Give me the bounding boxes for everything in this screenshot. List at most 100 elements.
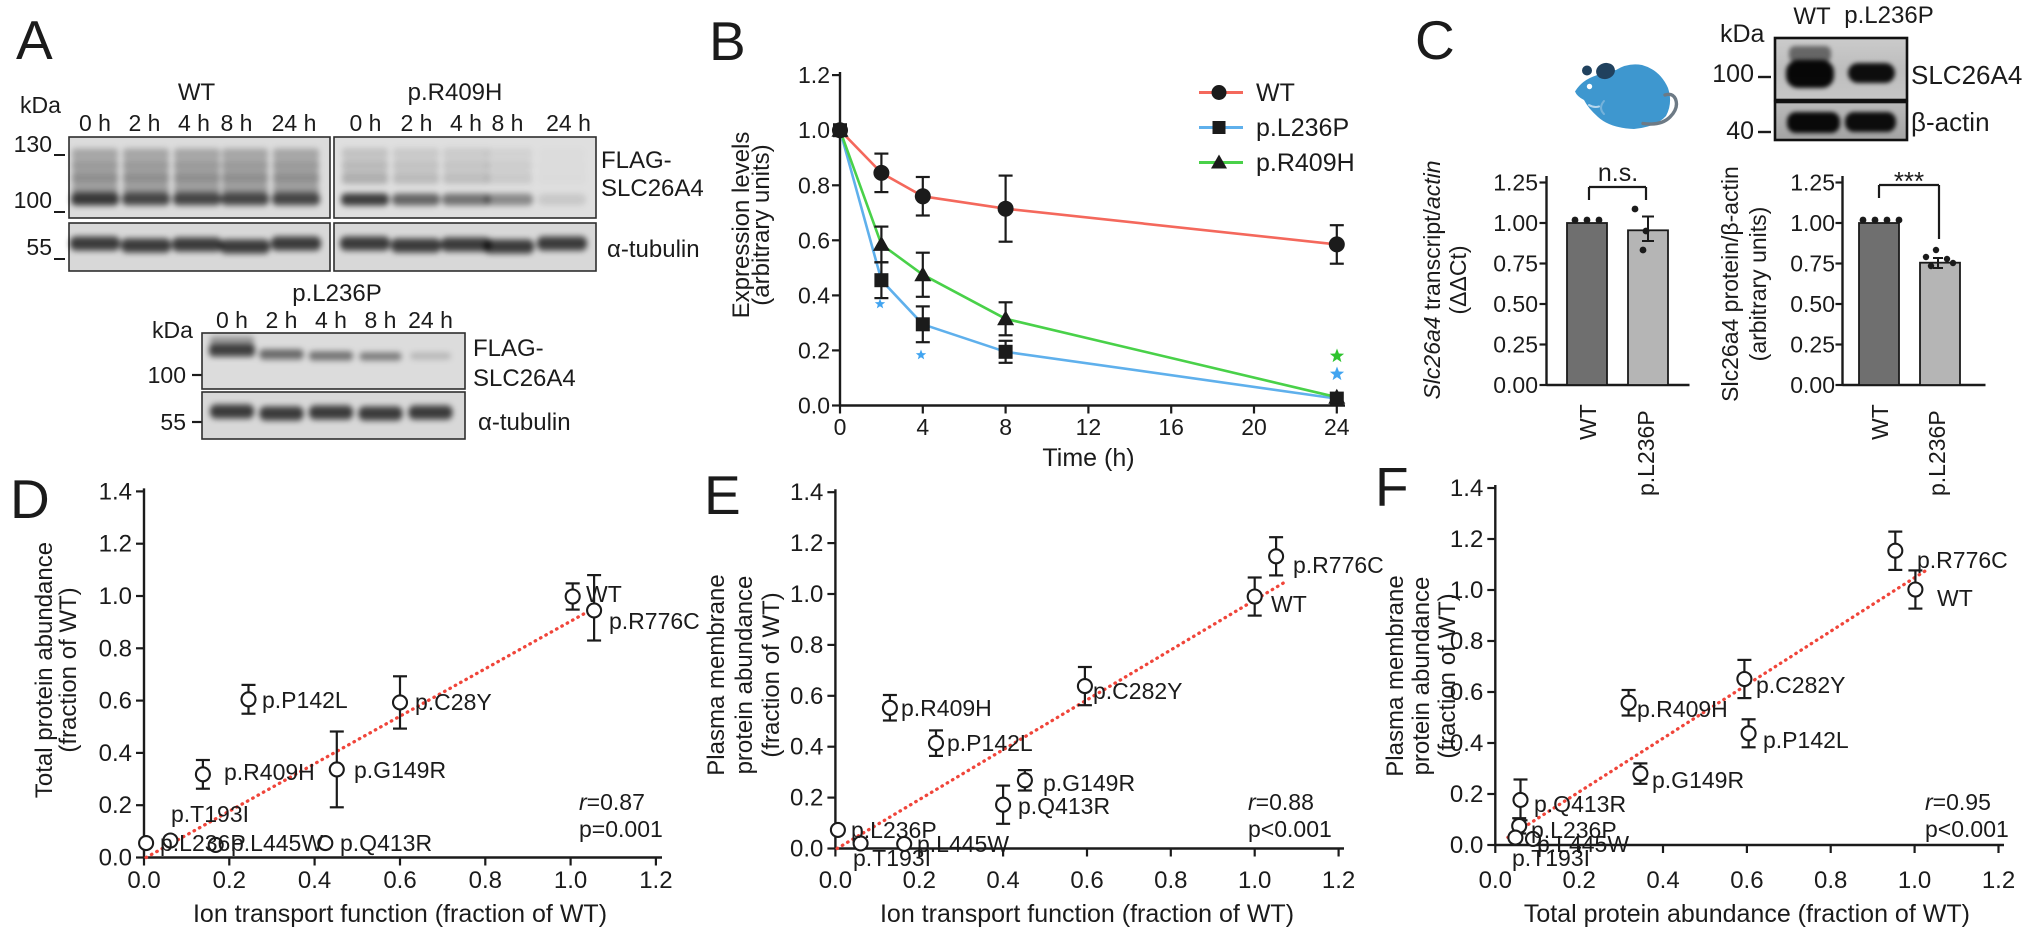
svg-text:4: 4 xyxy=(916,414,929,440)
svg-text:100: 100 xyxy=(148,362,186,388)
svg-text:p.L236P: p.L236P xyxy=(1844,2,1933,29)
svg-text:1.0: 1.0 xyxy=(1450,577,1483,604)
svg-text:(fraction of WT): (fraction of WT) xyxy=(758,592,785,757)
svg-text:SLC26A4: SLC26A4 xyxy=(601,175,704,202)
svg-text:p.P142L: p.P142L xyxy=(1763,727,1849,753)
svg-text:0.2: 0.2 xyxy=(1563,867,1596,894)
svg-text:0.8: 0.8 xyxy=(1814,867,1847,894)
svg-text:2 h: 2 h xyxy=(401,110,433,136)
svg-text:(arbitrary units): (arbitrary units) xyxy=(748,144,775,305)
svg-text:A: A xyxy=(16,9,53,71)
svg-text:1.00: 1.00 xyxy=(1493,210,1538,236)
svg-text:FLAG-: FLAG- xyxy=(473,335,544,362)
svg-text:p.R409H: p.R409H xyxy=(224,759,315,785)
svg-text:Expression levels: Expression levels xyxy=(728,132,755,319)
svg-text:WT: WT xyxy=(1575,404,1601,440)
svg-text:p.R409H: p.R409H xyxy=(1637,696,1728,722)
svg-text:p.G149R: p.G149R xyxy=(354,757,446,783)
svg-text:0.25: 0.25 xyxy=(1790,332,1835,358)
svg-text:8 h: 8 h xyxy=(221,110,253,136)
svg-text:p.L236P: p.L236P xyxy=(292,280,381,307)
svg-text:0.0: 0.0 xyxy=(99,845,132,872)
svg-text:100: 100 xyxy=(14,187,52,213)
svg-text:protein abundance: protein abundance xyxy=(731,576,758,775)
svg-text:p.C282Y: p.C282Y xyxy=(1756,672,1846,698)
svg-text:0.8: 0.8 xyxy=(1154,867,1187,894)
svg-text:SLC26A4: SLC26A4 xyxy=(473,365,576,392)
svg-text:p.R409H: p.R409H xyxy=(1256,149,1355,177)
svg-text:0 h: 0 h xyxy=(79,110,111,136)
svg-text:n.s.: n.s. xyxy=(1598,159,1638,187)
svg-text:8: 8 xyxy=(999,414,1012,440)
svg-text:p.L236P: p.L236P xyxy=(1924,410,1950,496)
svg-text:p.R409H: p.R409H xyxy=(408,79,503,106)
svg-text:0 h: 0 h xyxy=(216,307,248,333)
svg-text:p.R776C: p.R776C xyxy=(1293,552,1384,578)
svg-text:0.0: 0.0 xyxy=(1450,832,1483,859)
svg-text:0.8: 0.8 xyxy=(99,635,132,662)
svg-text:Total protein abundance (fract: Total protein abundance (fraction of WT) xyxy=(1524,900,1970,928)
svg-text:1.0: 1.0 xyxy=(1238,867,1271,894)
svg-text:0.8: 0.8 xyxy=(1450,628,1483,655)
svg-text:p.R409H: p.R409H xyxy=(901,695,992,721)
svg-text:p.L236P: p.L236P xyxy=(160,830,246,856)
svg-text:0.4: 0.4 xyxy=(298,867,331,894)
svg-text:p.Q413R: p.Q413R xyxy=(1018,793,1110,819)
svg-text:p.T193I: p.T193I xyxy=(1512,845,1590,871)
svg-text:0.50: 0.50 xyxy=(1493,291,1538,317)
svg-text:p.L445W: p.L445W xyxy=(1537,831,1629,857)
svg-text:p.G149R: p.G149R xyxy=(1043,770,1135,796)
svg-text:0.4: 0.4 xyxy=(986,867,1019,894)
svg-text:0.2: 0.2 xyxy=(798,337,830,363)
svg-text:24: 24 xyxy=(1324,414,1350,440)
svg-text:(ΔΔCt): (ΔΔCt) xyxy=(1445,245,1471,314)
svg-text:p.Q413R: p.Q413R xyxy=(1534,791,1626,817)
svg-text:0.2: 0.2 xyxy=(903,867,936,894)
svg-text:p.C282Y: p.C282Y xyxy=(1093,678,1183,704)
svg-text:1.2: 1.2 xyxy=(99,531,132,558)
svg-text:0.8: 0.8 xyxy=(469,867,502,894)
svg-text:C: C xyxy=(1415,9,1455,71)
svg-text:24 h: 24 h xyxy=(272,110,317,136)
svg-text:F: F xyxy=(1375,456,1409,518)
svg-text:0.2: 0.2 xyxy=(1450,781,1483,808)
svg-text:1.2: 1.2 xyxy=(639,867,672,894)
svg-text:0.8: 0.8 xyxy=(790,632,823,659)
svg-text:0.6: 0.6 xyxy=(99,688,132,715)
svg-text:p.L236P: p.L236P xyxy=(1256,114,1349,142)
svg-text:r=0.95: r=0.95 xyxy=(1925,789,1991,815)
svg-text:0.4: 0.4 xyxy=(99,740,132,767)
svg-text:r=0.88: r=0.88 xyxy=(1248,789,1314,815)
svg-text:p.Q413R: p.Q413R xyxy=(340,830,432,856)
svg-text:0 h: 0 h xyxy=(350,110,382,136)
svg-text:1.2: 1.2 xyxy=(1450,526,1483,553)
svg-text:0.25: 0.25 xyxy=(1493,332,1538,358)
svg-text:12: 12 xyxy=(1076,414,1102,440)
svg-text:p.L236P: p.L236P xyxy=(1531,817,1617,843)
svg-text:WT: WT xyxy=(586,581,622,607)
svg-text:1.0: 1.0 xyxy=(798,117,830,143)
svg-text:24 h: 24 h xyxy=(546,110,591,136)
svg-text:1.4: 1.4 xyxy=(1450,475,1483,502)
svg-text:SLC26A4: SLC26A4 xyxy=(1911,60,2022,90)
svg-text:p.R776C: p.R776C xyxy=(609,608,700,634)
svg-text:0.0: 0.0 xyxy=(819,867,852,894)
svg-text:4 h: 4 h xyxy=(315,307,347,333)
svg-text:1.0: 1.0 xyxy=(790,581,823,608)
svg-text:4 h: 4 h xyxy=(450,110,482,136)
svg-text:0.0: 0.0 xyxy=(790,836,823,863)
svg-text:WT: WT xyxy=(1867,404,1893,440)
svg-text:p.L445W: p.L445W xyxy=(231,830,323,856)
svg-text:0.0: 0.0 xyxy=(127,867,160,894)
svg-text:0.2: 0.2 xyxy=(790,785,823,812)
svg-text:20: 20 xyxy=(1241,414,1267,440)
svg-text:α-tubulin: α-tubulin xyxy=(607,236,700,263)
svg-text:WT: WT xyxy=(1937,585,1973,611)
svg-text:0.6: 0.6 xyxy=(1730,867,1763,894)
svg-text:0.50: 0.50 xyxy=(1790,291,1835,317)
svg-text:55: 55 xyxy=(26,234,52,260)
svg-text:1.2: 1.2 xyxy=(790,530,823,557)
svg-text:1.4: 1.4 xyxy=(790,479,823,506)
svg-text:Ion transport function (fracti: Ion transport function (fraction of WT) xyxy=(193,900,607,928)
svg-text:0: 0 xyxy=(834,414,847,440)
